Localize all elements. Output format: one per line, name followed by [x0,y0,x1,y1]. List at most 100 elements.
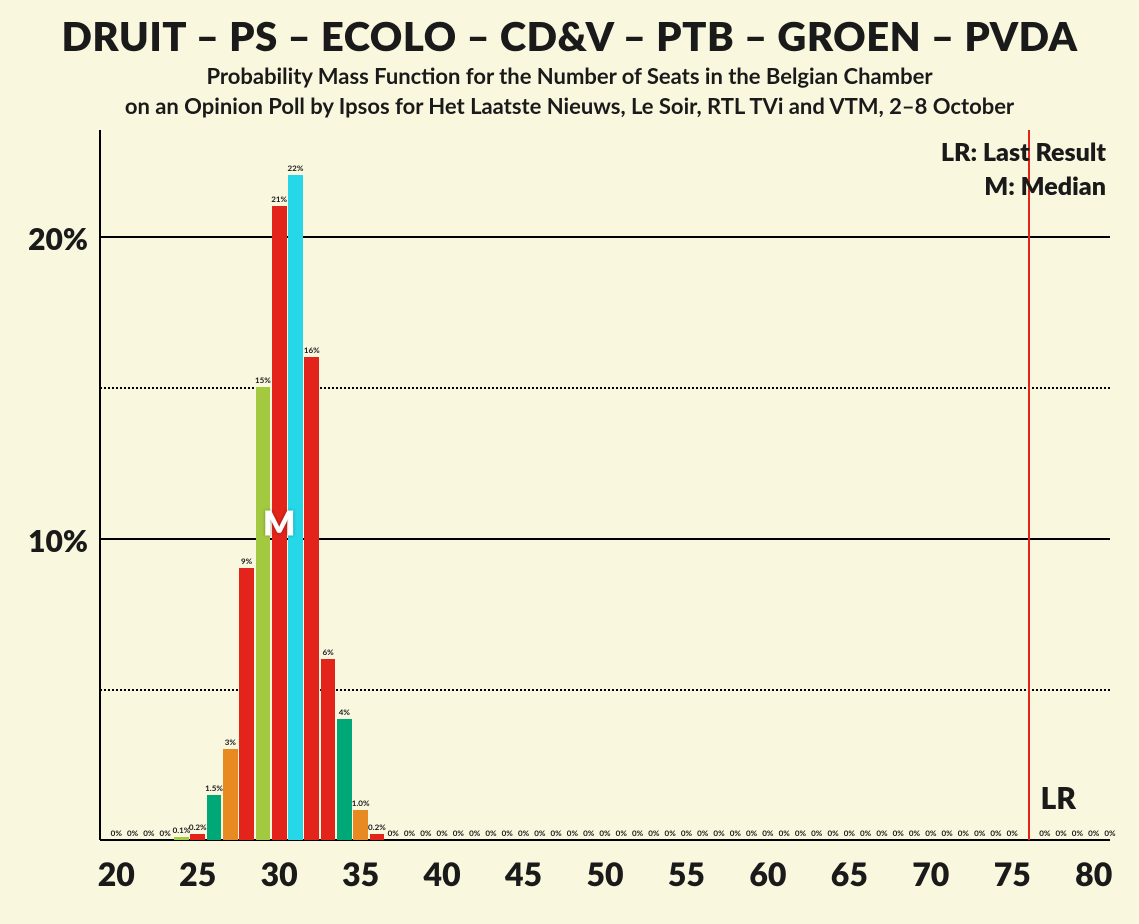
bar-value-label: 0% [681,828,692,838]
bar [304,357,319,840]
bar-value-label: 0% [127,828,138,838]
bar-value-label: 0% [534,828,545,838]
bar-value-label: 0% [730,828,741,838]
bar-value-label: 0% [502,828,513,838]
bar-value-label: 0% [925,828,936,838]
x-tick-label: 65 [819,854,879,893]
bar-value-label: 0% [453,828,464,838]
bar-value-label: 0% [665,828,676,838]
bar-value-label: 0% [941,828,952,838]
bar [256,387,271,840]
bar-value-label: 0% [616,828,627,838]
bar-value-label: 0% [795,828,806,838]
bar-value-label: 0% [469,828,480,838]
pmf-chart: DRUIT – PS – ECOLO – CD&V – PTB – GROEN … [0,0,1139,924]
bar-value-label: 16% [304,345,320,355]
bar-value-label: 1.5% [205,783,223,793]
bar-value-label: 0% [388,828,399,838]
bar-value-label: 0% [632,828,643,838]
bar-value-label: 0% [160,828,171,838]
bar-value-label: 0% [518,828,529,838]
bar-value-label: 0% [762,828,773,838]
bar [223,749,238,840]
chart-subtitle-2: on an Opinion Poll by Ipsos for Het Laat… [0,92,1139,119]
y-axis [99,130,101,840]
bar-value-label: 15% [255,375,271,385]
bar-value-label: 0% [404,828,415,838]
plot-area: 0%0%0%0%0.1%0.2%1.5%3%9%15%21%22%16%6%4%… [100,130,1110,840]
bar-value-label: 3% [225,737,236,747]
bar-value-label: 0% [779,828,790,838]
bar-value-label: 0% [1088,828,1099,838]
bar-value-label: 0% [958,828,969,838]
bar [207,795,222,840]
bar-value-label: 0% [713,828,724,838]
chart-title: DRUIT – PS – ECOLO – CD&V – PTB – GROEN … [0,12,1139,60]
bar-value-label: 0% [844,828,855,838]
x-tick-label: 45 [494,854,554,893]
bar-value-label: 0% [893,828,904,838]
bar-value-label: 0% [583,828,594,838]
bar-value-label: 6% [322,647,333,657]
bar-value-label: 0.2% [189,822,207,832]
bar-value-label: 0% [697,828,708,838]
bar-value-label: 0% [1072,828,1083,838]
bar-value-label: 0% [746,828,757,838]
bar-value-label: 0% [551,828,562,838]
bar-value-label: 22% [288,163,304,173]
x-tick-label: 30 [249,854,309,893]
y-tick-label: 10% [0,523,88,559]
last-result-line [1028,130,1030,840]
bar-value-label: 21% [271,194,287,204]
bar-value-label: 0.1% [173,825,191,835]
bar [174,837,189,840]
bar [190,834,205,840]
bar [239,568,254,840]
bar-value-label: 0% [1007,828,1018,838]
x-tick-label: 50 [575,854,635,893]
bar-value-label: 4% [339,707,350,717]
bar-value-label: 0% [648,828,659,838]
bar-value-label: 0% [436,828,447,838]
bar-value-label: 9% [241,556,252,566]
x-tick-label: 75 [982,854,1042,893]
legend-lr: LR: Last Result [941,136,1106,170]
bar-value-label: 0% [143,828,154,838]
chart-legend: LR: Last Result M: Median [941,136,1106,204]
bar-value-label: 0% [909,828,920,838]
gridline [100,387,1110,389]
bar-value-label: 0% [485,828,496,838]
x-tick-label: 70 [901,854,961,893]
bar-value-label: 0% [990,828,1001,838]
bar-value-label: 0% [420,828,431,838]
bar-value-label: 0% [1056,828,1067,838]
y-tick-label: 20% [0,221,88,257]
gridline [100,236,1110,238]
bar-value-label: 0% [599,828,610,838]
bar-value-label: 0% [876,828,887,838]
x-tick-label: 25 [168,854,228,893]
bar-value-label: 0% [567,828,578,838]
bar-value-label: 0% [827,828,838,838]
gridline [100,538,1110,540]
bar-value-label: 0% [111,828,122,838]
bar-value-label: 0% [974,828,985,838]
bar-value-label: 0% [1039,828,1050,838]
bar-value-label: 1.0% [352,798,370,808]
bar-value-label: 0% [811,828,822,838]
median-marker: M [263,502,296,543]
bar-value-label: 0% [860,828,871,838]
x-tick-label: 60 [738,854,798,893]
chart-subtitle-1: Probability Mass Function for the Number… [0,62,1139,89]
bar [337,719,352,840]
x-tick-label: 20 [86,854,146,893]
bar [370,834,385,840]
x-tick-label: 80 [1064,854,1124,893]
bar-value-label: 0.2% [368,822,386,832]
x-tick-label: 40 [412,854,472,893]
last-result-label: LR [1041,780,1076,816]
x-tick-label: 55 [656,854,716,893]
x-tick-label: 35 [331,854,391,893]
bar-value-label: 0% [1104,828,1115,838]
bar [321,659,336,840]
